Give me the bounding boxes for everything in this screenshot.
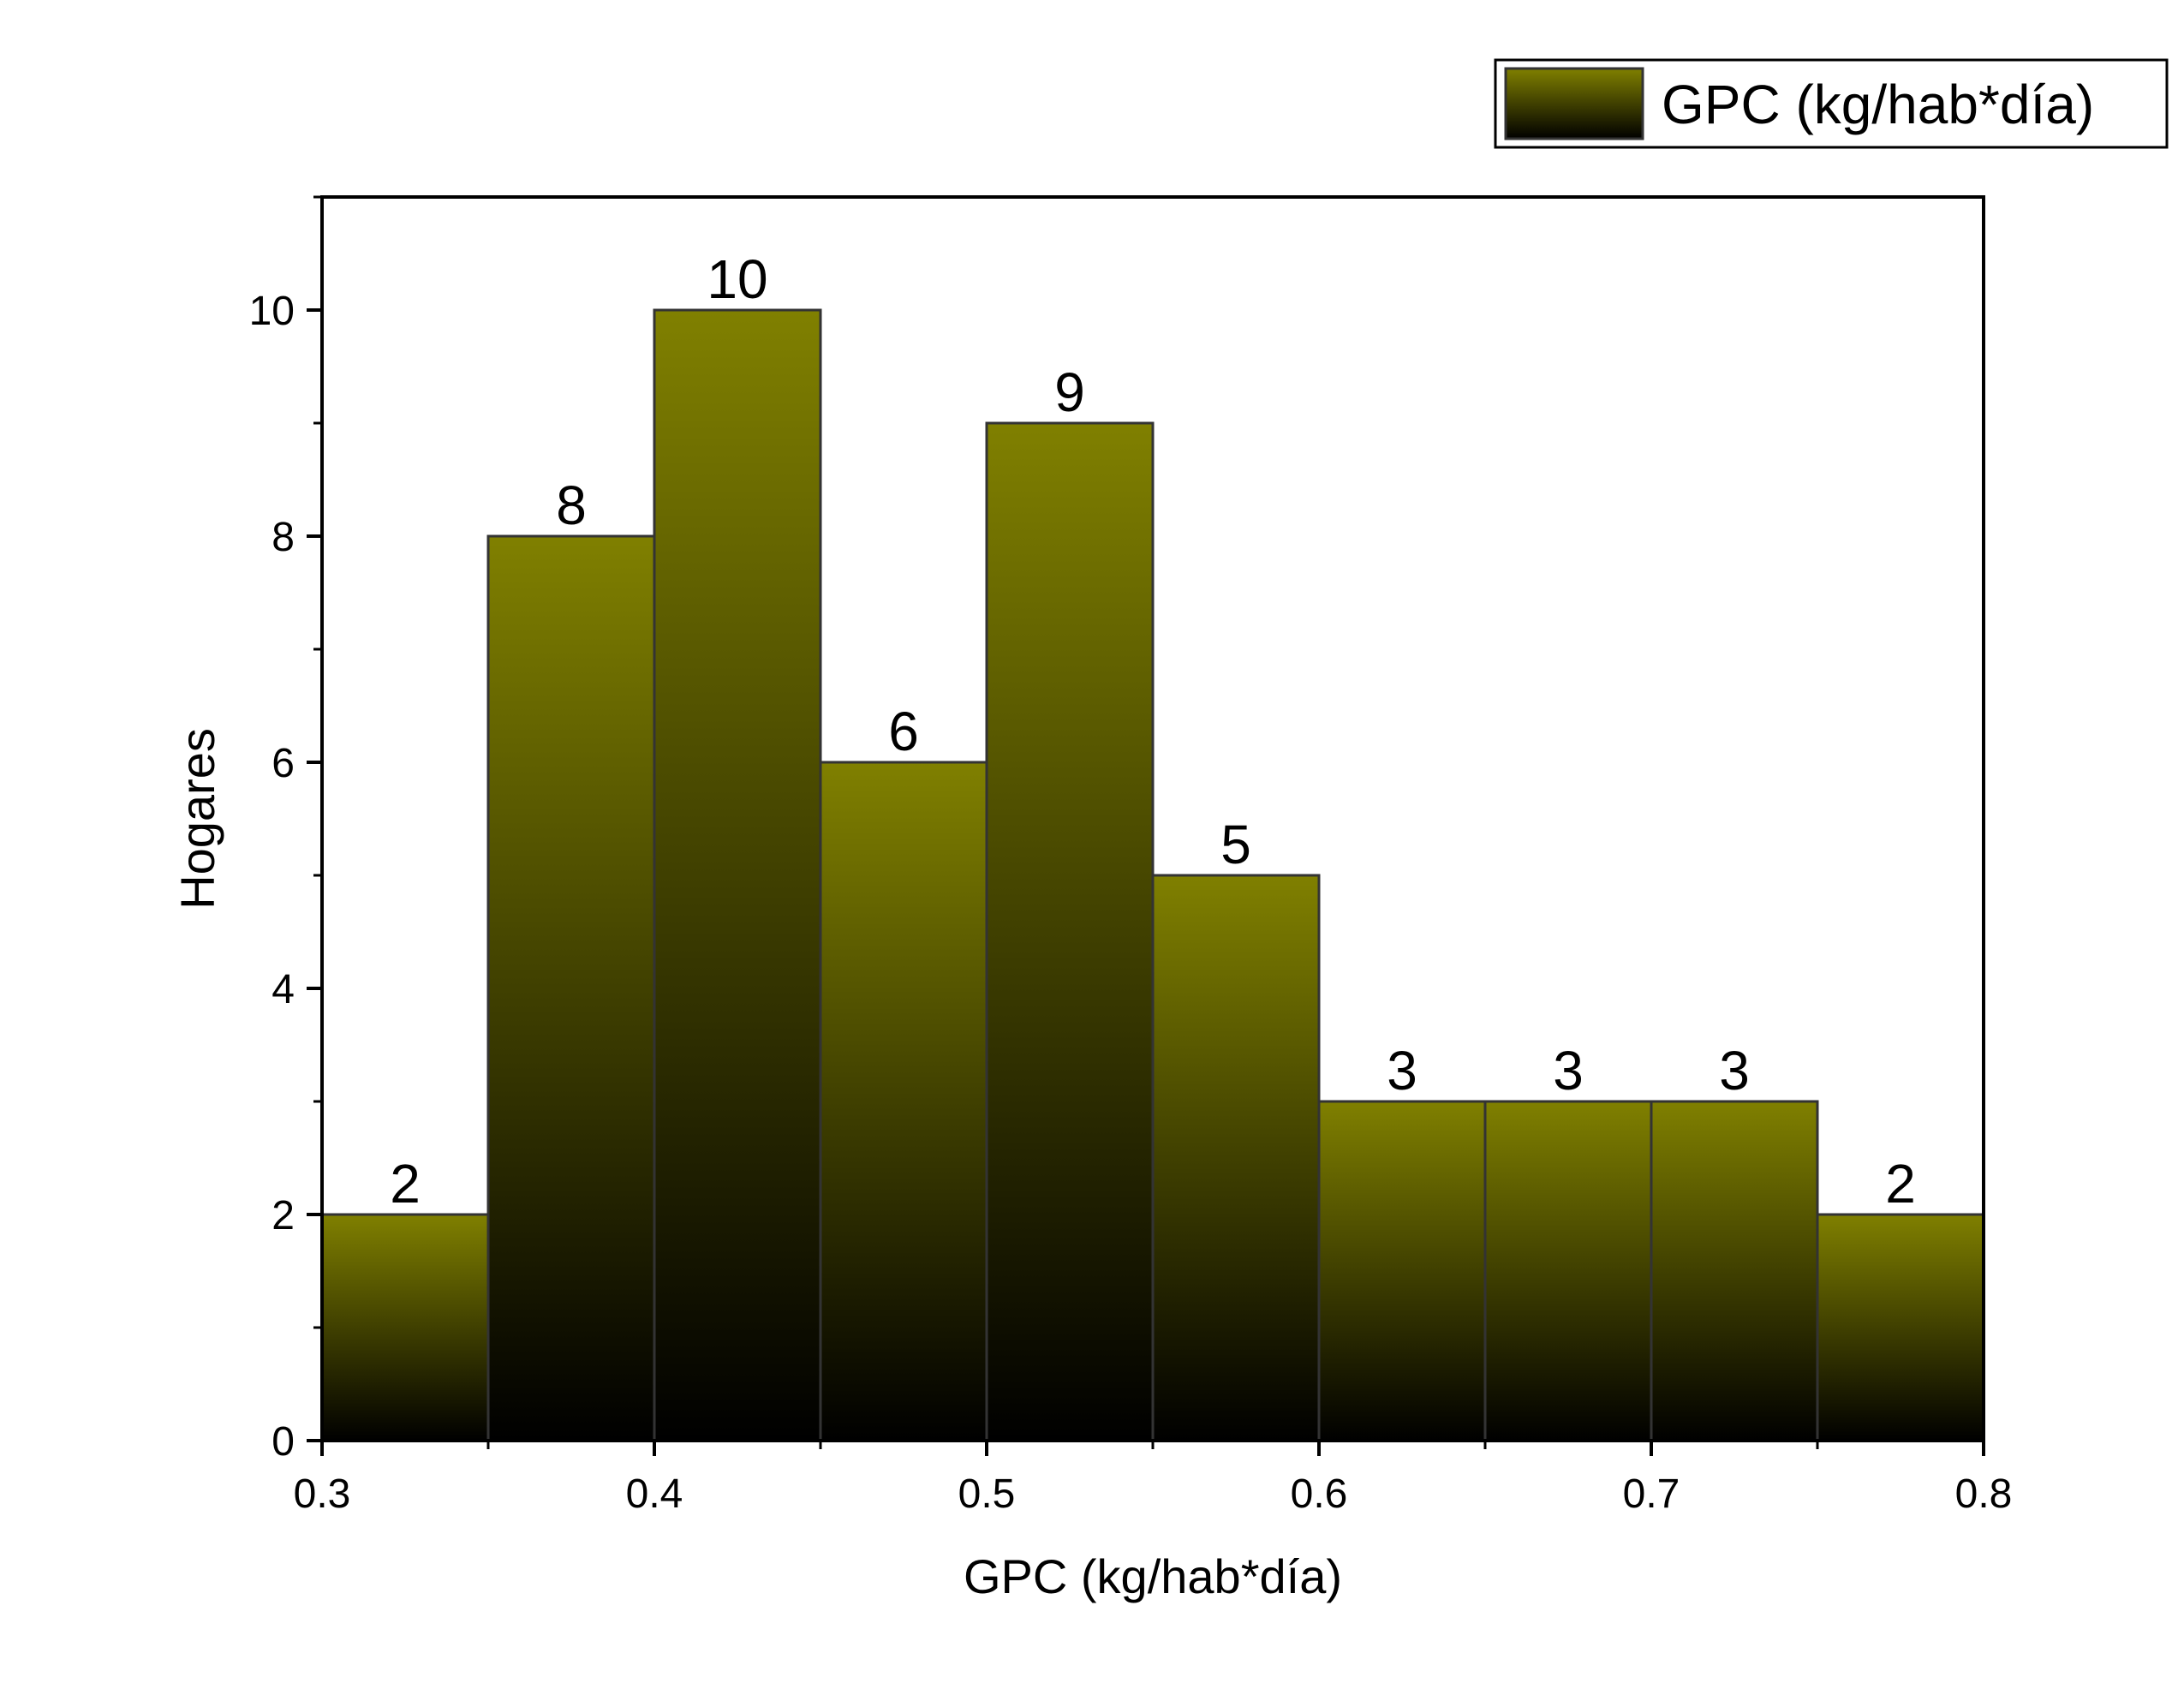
x-axis-title: GPC (kg/hab*día) — [964, 1549, 1342, 1603]
data-label-5: 5 — [1220, 814, 1251, 875]
y-axis-title: Hogares — [170, 728, 224, 910]
data-label-6: 3 — [1387, 1040, 1417, 1101]
bar-7 — [1483, 1100, 1653, 1442]
bar-1 — [486, 534, 656, 1442]
y-tick-label: 2 — [272, 1193, 295, 1238]
y-tick-label: 6 — [272, 741, 295, 786]
bar-6 — [1317, 1100, 1487, 1442]
x-tick-label: 0.3 — [294, 1471, 351, 1517]
data-label-2: 10 — [707, 248, 767, 310]
y-tick-label: 8 — [272, 515, 295, 560]
x-tick-label: 0.6 — [1291, 1471, 1348, 1517]
data-label-8: 3 — [1719, 1040, 1750, 1101]
x-tick-label: 0.5 — [958, 1471, 1016, 1517]
data-label-9: 2 — [1885, 1153, 1916, 1215]
x-tick-label: 0.7 — [1623, 1471, 1680, 1517]
data-label-1: 8 — [556, 474, 587, 536]
bar-8 — [1650, 1100, 1819, 1442]
y-axis: 0 2 4 6 8 10 — [249, 195, 322, 1465]
data-label-0: 2 — [390, 1153, 421, 1215]
x-axis: 0.3 0.4 0.5 0.6 0.7 0.8 — [294, 1441, 2013, 1517]
bar-9 — [1816, 1213, 1985, 1442]
data-label-7: 3 — [1553, 1040, 1584, 1101]
bars-layer — [320, 308, 1985, 1442]
y-tick-label: 4 — [272, 967, 295, 1012]
bar-3 — [819, 761, 988, 1442]
y-tick-label: 0 — [272, 1419, 295, 1465]
legend-label: GPC (kg/hab*día) — [1662, 74, 2094, 135]
data-labels-layer: 2 8 10 6 9 5 3 3 3 2 — [390, 248, 1916, 1215]
legend-swatch — [1504, 67, 1644, 140]
y-tick-label: 10 — [249, 289, 295, 334]
legend: GPC (kg/hab*día) — [1494, 58, 2169, 149]
data-label-3: 6 — [888, 701, 919, 762]
x-tick-label: 0.4 — [626, 1471, 683, 1517]
bar-0 — [320, 1213, 490, 1442]
bar-5 — [1151, 874, 1321, 1442]
bar-2 — [653, 308, 822, 1442]
data-label-4: 9 — [1054, 361, 1085, 423]
bar-4 — [985, 421, 1155, 1442]
x-tick-label: 0.8 — [1955, 1471, 2013, 1517]
